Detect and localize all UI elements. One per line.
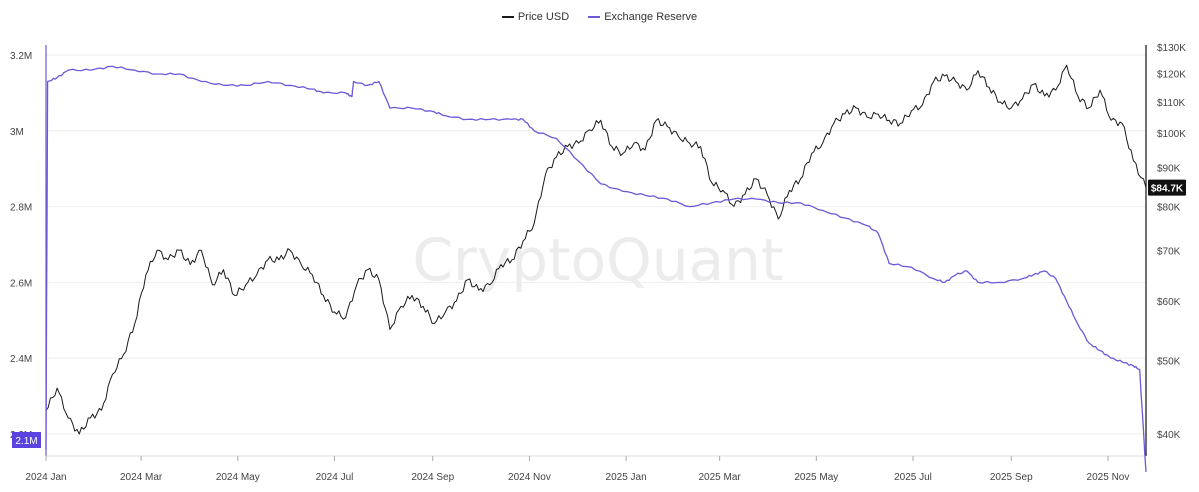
left-tick-label: 2.8M	[10, 203, 32, 214]
legend-label-reserve: Exchange Reserve	[604, 11, 698, 23]
price-last-label: $84.7K	[1151, 184, 1184, 195]
right-axis: $130K $120K $110K $100K $90K $80K $70K $60K $50K…	[1157, 43, 1186, 441]
legend-item-reserve[interactable]: Exchange Reserve	[588, 11, 697, 23]
x-tick-label: 2024 Nov	[508, 472, 551, 483]
x-axis: 2024 Jan 2024 Mar 2024 May 2024 Jul 2024 Sep…	[25, 456, 1129, 483]
right-tick-label: $80K	[1157, 202, 1181, 213]
x-tick-label: 2025 Nov	[1087, 472, 1130, 483]
x-tick-label: 2025 Mar	[699, 472, 742, 483]
x-tick-label: 2024 May	[216, 472, 260, 483]
left-tick-label: 2.4M	[10, 354, 32, 365]
reserve-line	[45, 65, 1147, 472]
right-tick-label: $110K	[1157, 98, 1186, 109]
reserve-last-label: 2.1M	[15, 436, 37, 447]
x-tick-label: 2024 Jan	[25, 472, 66, 483]
price-last-badge	[1148, 179, 1186, 196]
right-tick-label: $40K	[1157, 430, 1181, 441]
x-tick-label: 2024 Mar	[120, 472, 163, 483]
left-tick-label: 3M	[10, 127, 24, 138]
x-tick-label: 2025 Sep	[990, 472, 1033, 483]
right-tick-label: $130K	[1157, 43, 1186, 54]
x-tick-label: 2025 May	[794, 472, 838, 483]
right-tick-label: $120K	[1157, 69, 1186, 80]
right-tick-label: $60K	[1157, 297, 1181, 308]
legend: Price USD Exchange Reserve	[0, 9, 1199, 23]
right-tick-label: $100K	[1157, 129, 1186, 140]
x-tick-label: 2025 Jul	[894, 472, 932, 483]
gridlines	[45, 45, 1147, 457]
legend-swatch-price	[501, 16, 514, 18]
legend-swatch-reserve	[588, 16, 601, 18]
x-tick-label: 2025 Jan	[606, 472, 647, 483]
watermark: CryptoQuant	[412, 226, 783, 294]
right-tick-label: $90K	[1157, 164, 1181, 175]
x-tick-label: 2024 Sep	[411, 472, 454, 483]
price-line	[45, 64, 1147, 435]
last-value-badges: $84.7K 2.1M	[12, 179, 1186, 448]
left-tick-label: 2.6M	[10, 278, 32, 289]
legend-item-price[interactable]: Price USD	[501, 11, 570, 23]
reserve-last-badge	[12, 432, 41, 448]
series-lines	[45, 64, 1147, 472]
legend-label-price: Price USD	[517, 11, 570, 23]
left-tick-label: 3.2M	[10, 51, 32, 62]
right-tick-label: $50K	[1157, 357, 1181, 368]
x-tick-label: 2024 Jul	[316, 472, 354, 483]
right-tick-label: $70K	[1157, 246, 1181, 257]
